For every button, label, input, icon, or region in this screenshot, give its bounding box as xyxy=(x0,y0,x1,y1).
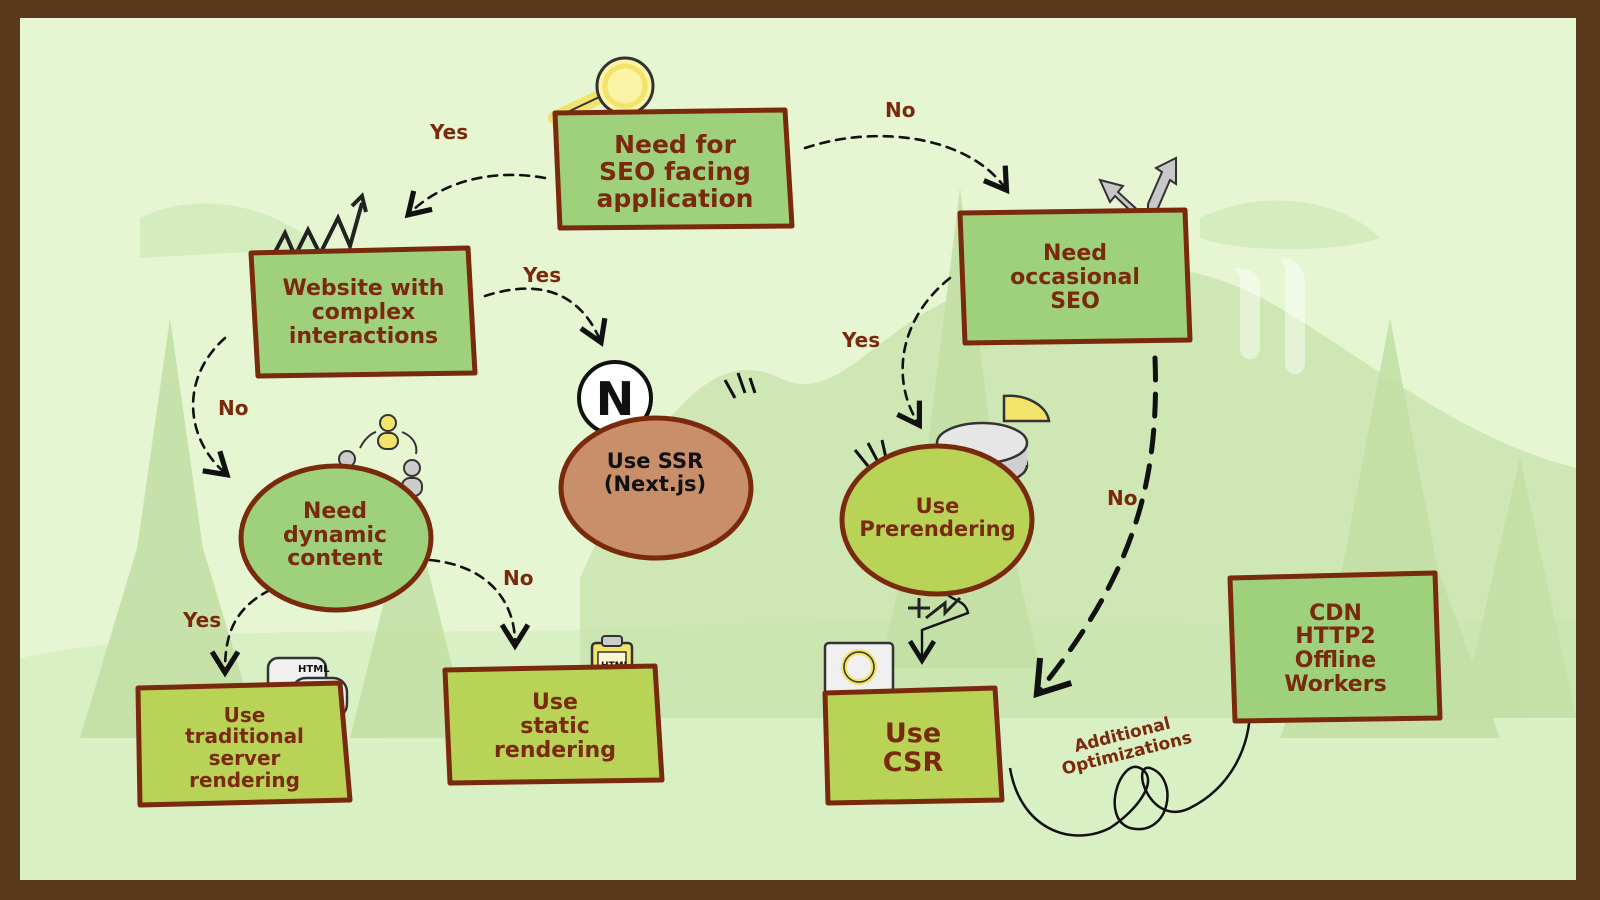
node-dynamic-label: Need dynamic content xyxy=(282,498,388,572)
edge-complex-to-ssr xyxy=(483,287,608,347)
node-shapes xyxy=(135,107,1443,808)
edge-complex-to-dynamic xyxy=(191,336,231,478)
edge-dynamic-to-static xyxy=(428,558,531,651)
edge-label-dynamic-no: No xyxy=(503,566,534,590)
edge-seo-to-complex xyxy=(404,173,547,219)
plus-doodle-icon xyxy=(908,596,962,620)
node-occasional: Need occasional SEO xyxy=(965,218,1185,338)
edge-occasional-to-csr xyxy=(1033,355,1158,699)
edge-occasional-to-prerender xyxy=(896,276,952,430)
edge-dynamic-to-traditional xyxy=(209,588,272,678)
node-prerender-label: Use Prerendering xyxy=(859,494,1016,541)
diagram-canvas: N HTML JS H xyxy=(20,18,1576,880)
edge-label-seo-yes: Yes xyxy=(430,120,469,144)
magnifier-icon xyxy=(548,56,655,125)
node-traditional: Use traditional server rendering xyxy=(142,696,347,800)
edge-label-complex-no: No xyxy=(218,396,249,420)
diagram-svg: N HTML JS H xyxy=(20,56,1576,880)
node-csr-label: Use CSR xyxy=(882,717,944,778)
node-traditional-label: Use traditional server rendering xyxy=(185,702,304,792)
edge-label-complex-yes: Yes xyxy=(523,263,562,287)
node-csr: Use CSR xyxy=(828,698,998,798)
node-seo: Need for SEO facing application xyxy=(560,116,790,226)
node-ssr-label: Use SSR (Next.js) xyxy=(603,449,707,496)
edge-label-seo-no: No xyxy=(885,98,916,122)
edge-seo-to-occasional xyxy=(803,134,1010,195)
edge-label-dynamic-yes: Yes xyxy=(183,608,222,632)
edge-csr-to-optimizations xyxy=(1008,707,1252,837)
node-static-label: Use static rendering xyxy=(494,690,616,763)
node-occasional-label: Need occasional SEO xyxy=(1010,241,1140,314)
nextjs-logo-letter: N xyxy=(596,372,635,426)
edge-label-occasional-yes: Yes xyxy=(842,328,881,352)
html-tag-text: HTML xyxy=(298,664,330,675)
node-complex-label: Website with complex interactions xyxy=(282,276,445,349)
growth-chart-icon xyxy=(270,192,368,261)
node-seo-label: Need for SEO facing application xyxy=(596,129,754,213)
node-complex: Website with complex interactions xyxy=(256,254,471,372)
node-ssr: Use SSR (Next.js) xyxy=(580,423,730,523)
node-static: Use static rendering xyxy=(450,674,660,780)
node-dynamic: Need dynamic content xyxy=(250,478,420,593)
edge-label-occasional-no: No xyxy=(1107,486,1138,510)
node-prerender: Use Prerendering xyxy=(845,468,1030,568)
connectors xyxy=(191,134,1010,678)
node-optimizations: CDN HTTP2 Offline Workers xyxy=(1233,580,1438,718)
node-optimizations-label: CDN HTTP2 Offline Workers xyxy=(1284,600,1387,697)
